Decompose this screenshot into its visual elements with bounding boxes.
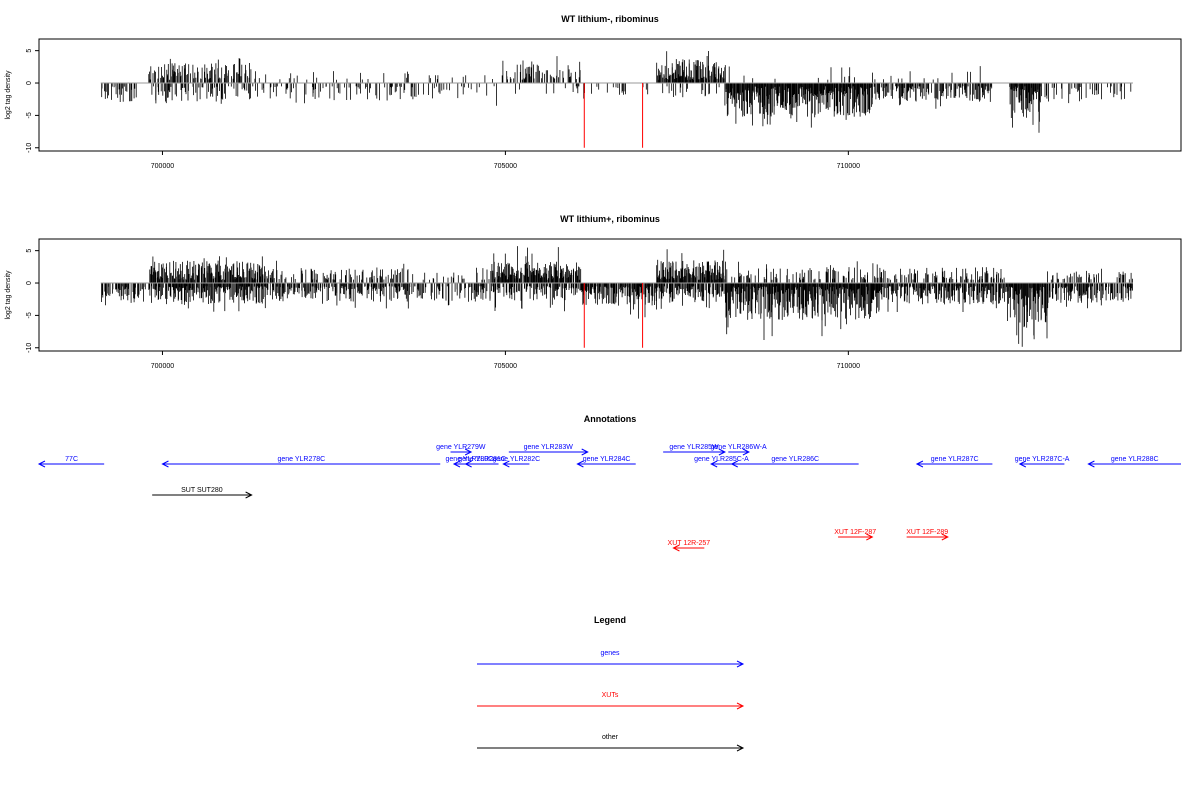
strand-arrowhead — [718, 448, 727, 456]
annotation-feature: gene YLR278C — [161, 456, 441, 468]
strand-arrowhead — [742, 448, 751, 456]
legend-title: Legend — [594, 615, 626, 625]
plot-frame — [38, 38, 1182, 152]
feature-label: gene YLR288C — [1111, 456, 1159, 463]
strand-arrowhead — [915, 460, 924, 468]
strand-arrowhead — [576, 460, 584, 468]
y-tick-label: 0 — [26, 281, 33, 285]
annotation-feature: gene YLR287C — [915, 456, 993, 468]
feature-label: gene YLR285W — [669, 444, 719, 451]
annotation-feature: 77C — [37, 456, 105, 468]
annotation-track: Annotations 77C gene YLR278C gene YLR279W g… — [37, 414, 1181, 552]
strand-arrowhead — [37, 460, 46, 468]
annotation-feature: gene YLR286C — [730, 456, 859, 468]
strand-arrowhead — [581, 448, 589, 456]
annotation-feature: XUT 12F-287 — [834, 529, 876, 541]
panel-title: WT lithium-, ribominus — [561, 14, 659, 24]
x-tick-label: 700000 — [151, 163, 174, 170]
annotation-feature: gene YLR281C — [458, 456, 506, 468]
legend-item: XUTs — [477, 692, 745, 710]
feature-label: gene YLR283W — [524, 444, 574, 451]
y-tick-label: 0 — [26, 81, 33, 85]
strand-arrowhead — [464, 460, 472, 468]
feature-label: gene YLR285C-A — [694, 456, 749, 463]
annotation-feature: gene YLR279W — [436, 444, 486, 456]
annotation-feature: SUT SUT280 — [152, 487, 253, 499]
x-tick-label: 705000 — [494, 363, 517, 370]
feature-label: gene YLR287C — [931, 456, 979, 463]
strand-arrowhead — [452, 460, 461, 468]
strand-arrowhead — [941, 533, 949, 541]
feature-label: gene YLR280C — [446, 456, 494, 463]
y-tick-label: 5 — [26, 49, 33, 53]
feature-label: gene YLR284C — [583, 456, 631, 463]
y-tick-label: -10 — [26, 143, 33, 153]
y-axis-label: log2 tag density — [5, 70, 12, 120]
strand-arrowhead — [502, 460, 510, 468]
legend-arrowhead — [736, 702, 745, 710]
legend-label: genes — [600, 650, 620, 657]
feature-label: gene YLR278C — [277, 456, 325, 463]
feature-label: gene YLR282C — [493, 456, 541, 463]
annotation-feature: gene YLR285W — [663, 444, 727, 456]
legend-item: genes — [477, 650, 745, 668]
legend: Legend genes XUTs other — [477, 615, 745, 752]
annotation-feature: gene YLR285C-A — [694, 456, 749, 468]
tag-density-bars — [101, 246, 1133, 347]
legend-label: XUTs — [602, 692, 619, 699]
annotation-feature: gene YLR284C — [576, 456, 636, 468]
feature-label: XUT 12F-289 — [906, 529, 948, 536]
strand-arrowhead — [730, 460, 738, 468]
strand-arrowhead — [1087, 460, 1095, 468]
feature-label: gene YLR287C-A — [1015, 456, 1070, 463]
feature-label: gene YLR286W-A — [711, 444, 767, 451]
annotation-feature: gene YLR283W — [508, 444, 589, 456]
strand-arrowhead — [866, 533, 874, 541]
feature-label: XUT 12F-287 — [834, 529, 876, 536]
feature-label: gene YLR279W — [436, 444, 486, 451]
track-panel-lithium-plus: WT lithium+, ribominus log2 tag density 5 0… — [5, 214, 1182, 370]
x-tick-label: 710000 — [837, 163, 860, 170]
x-tick-label: 710000 — [837, 363, 860, 370]
x-tick-label: 705000 — [494, 163, 517, 170]
strand-arrowhead — [1018, 460, 1027, 468]
legend-arrowhead — [736, 744, 745, 752]
annotation-feature: gene YLR286W-A — [711, 444, 767, 456]
strand-arrowhead — [710, 460, 718, 468]
y-tick-label: -10 — [26, 343, 33, 353]
y-tick-label: -5 — [26, 112, 33, 118]
plot-frame — [38, 238, 1182, 352]
annotation-feature: gene YLR282C — [493, 456, 541, 468]
track-panel-lithium-minus: WT lithium-, ribominus log2 tag density 5 0… — [5, 14, 1182, 170]
strand-arrowhead — [161, 460, 169, 468]
annotations-title: Annotations — [584, 414, 637, 424]
feature-label: XUT 12R-257 — [668, 540, 711, 547]
tag-density-bars — [101, 51, 1132, 133]
y-tick-label: -5 — [26, 312, 33, 318]
panel-title: WT lithium+, ribominus — [560, 214, 660, 224]
y-axis-label: log2 tag density — [5, 270, 12, 320]
feature-label: 77C — [65, 456, 78, 463]
feature-label: SUT SUT280 — [181, 487, 223, 494]
legend-label: other — [602, 734, 619, 741]
legend-item: other — [477, 734, 745, 752]
y-tick-label: 5 — [26, 249, 33, 253]
annotation-feature: gene YLR288C — [1087, 456, 1181, 468]
strand-arrowhead — [245, 491, 253, 499]
x-tick-label: 700000 — [151, 363, 174, 370]
annotation-feature: XUT 12F-289 — [906, 529, 949, 541]
legend-arrowhead — [736, 660, 745, 668]
annotation-feature: gene YLR287C-A — [1015, 456, 1070, 468]
strand-arrowhead — [672, 544, 680, 552]
feature-label: gene YLR281C — [458, 456, 506, 463]
annotation-feature: XUT 12R-257 — [668, 540, 711, 552]
feature-label: gene YLR286C — [771, 456, 819, 463]
strand-arrowhead — [464, 448, 473, 456]
